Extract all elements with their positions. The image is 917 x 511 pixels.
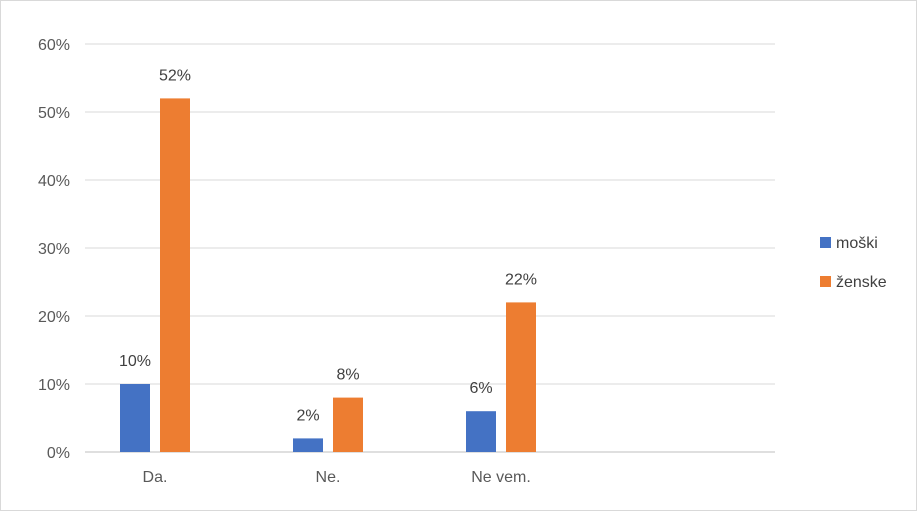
- y-tick-label: 0%: [47, 445, 70, 462]
- y-tick-label: 60%: [38, 37, 70, 54]
- x-tick-label: Ne vem.: [471, 469, 531, 486]
- y-tick-label: 30%: [38, 241, 70, 258]
- bar-ženske-Ne.: [333, 397, 363, 452]
- bar-ženske-Ne vem.: [506, 302, 536, 452]
- data-label: 22%: [505, 271, 537, 288]
- bar-ženske-Da.: [160, 98, 190, 453]
- data-label: 10%: [119, 353, 151, 370]
- legend-swatch-ženske: [820, 276, 831, 287]
- data-label: 6%: [469, 380, 492, 397]
- legend-label: moški: [836, 235, 878, 252]
- y-tick-label: 50%: [38, 105, 70, 122]
- bar-moški-Da.: [120, 384, 150, 452]
- x-tick-label: Ne.: [316, 469, 341, 486]
- y-tick-label: 20%: [38, 309, 70, 326]
- data-label: 52%: [159, 67, 191, 84]
- y-tick-label: 40%: [38, 173, 70, 190]
- data-label: 8%: [336, 367, 359, 384]
- x-tick-label: Da.: [143, 469, 168, 486]
- legend-label: ženske: [836, 274, 887, 291]
- bar-moški-Ne vem.: [466, 411, 496, 452]
- y-tick-label: 10%: [38, 377, 70, 394]
- bar-moški-Ne.: [293, 438, 323, 452]
- data-label: 2%: [296, 407, 319, 424]
- legend-swatch-moški: [820, 237, 831, 248]
